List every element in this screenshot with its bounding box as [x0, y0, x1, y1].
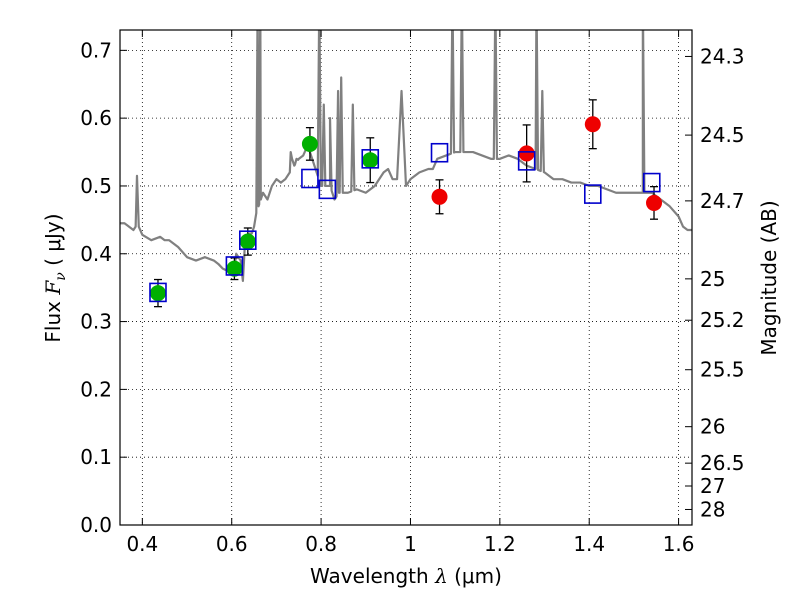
- y-tick-label: 0.0: [80, 513, 112, 537]
- y2-tick-label: 24.7: [700, 189, 745, 213]
- y-axis-title: Flux Fν ( μJy): [41, 213, 69, 342]
- y-axis-ticks: 0.0 0.1 0.2 0.3 0.4 0.5 0.6 0.7: [80, 38, 127, 537]
- x-tick-label: 1.6: [663, 532, 695, 556]
- x-tick-label: 0.8: [305, 532, 337, 556]
- green-data-point: [149, 285, 166, 302]
- y2-tick-label: 26: [700, 415, 725, 439]
- x-tick-label: 1.4: [573, 532, 605, 556]
- x-tick-label: 0.4: [126, 532, 158, 556]
- model-square: [239, 230, 257, 251]
- red-data-point: [518, 145, 535, 162]
- green-data-point: [301, 135, 318, 152]
- model-spectrum: [120, 30, 692, 282]
- x-tick-label: 1: [404, 532, 417, 556]
- y2-tick-label: 24.5: [700, 123, 745, 147]
- y2-axis-title: Magnitude (AB): [757, 200, 781, 355]
- y-tick-label: 0.7: [80, 38, 112, 62]
- green-data-point: [226, 260, 243, 277]
- grid: [120, 30, 692, 526]
- model-square: [318, 179, 337, 200]
- y-tick-label: 0.1: [80, 445, 112, 469]
- model-square: [149, 282, 167, 303]
- x-tick-label: 1.2: [484, 532, 516, 556]
- model-square: [583, 184, 602, 204]
- plot-frame: [119, 29, 693, 526]
- red-data-point: [431, 188, 448, 205]
- y-tick-label: 0.3: [80, 310, 112, 334]
- y2-tick-label: 24.3: [700, 44, 745, 68]
- red-data-point: [584, 116, 601, 133]
- y-tick-label: 0.6: [80, 106, 112, 130]
- spectrum-line: [120, 30, 692, 282]
- y2-tick-label: 26.5: [700, 451, 745, 475]
- model-square: [430, 142, 449, 163]
- model-square: [361, 149, 380, 169]
- y2-tick-label: 27: [700, 474, 725, 498]
- green-data-point: [239, 233, 256, 250]
- model-square: [642, 172, 661, 193]
- green-data-point: [362, 152, 379, 169]
- model-square: [517, 151, 536, 171]
- data-markers: [149, 99, 663, 308]
- y2-tick-label: 28: [700, 497, 725, 521]
- model-square: [225, 256, 244, 276]
- x-tick-label: 0.6: [216, 532, 248, 556]
- y2-tick-label: 25.2: [700, 308, 745, 332]
- y-tick-label: 0.5: [80, 174, 112, 198]
- y-tick-label: 0.4: [80, 242, 112, 266]
- x-axis-title: Wavelength λ (μm): [310, 564, 502, 588]
- model-square: [301, 168, 319, 189]
- red-data-point: [646, 194, 663, 211]
- y-tick-label: 0.2: [80, 377, 112, 401]
- y2-tick-label: 25.5: [700, 358, 745, 382]
- y2-tick-label: 25: [700, 267, 725, 291]
- x-axis-ticks: 0.4 0.6 0.8 1 1.2 1.4 1.6: [126, 30, 695, 556]
